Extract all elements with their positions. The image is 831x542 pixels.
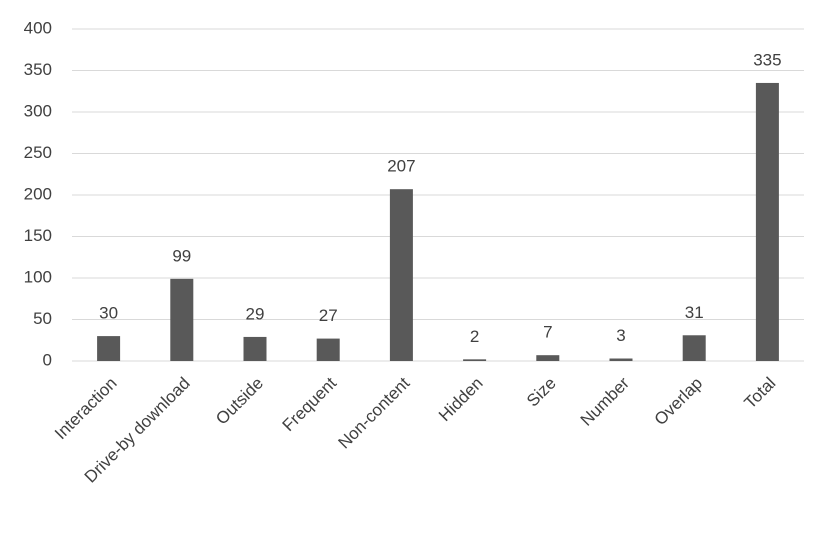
x-tick-label: Interaction: [51, 374, 121, 444]
bar: [97, 336, 121, 361]
y-tick-label: 150: [24, 226, 52, 245]
y-tick-label: 250: [24, 143, 52, 162]
bar: [389, 189, 413, 361]
y-tick-label: 100: [24, 267, 52, 286]
bar: [609, 358, 633, 361]
x-tick-label: Total: [741, 374, 780, 413]
bar: [316, 338, 340, 361]
data-label: 27: [319, 306, 338, 325]
x-tick-label: Frequent: [279, 373, 341, 435]
data-label: 31: [685, 303, 704, 322]
x-tick-label: Overlap: [651, 374, 707, 430]
y-tick-label: 350: [24, 60, 52, 79]
bar: [463, 359, 487, 361]
x-tick-label: Non-content: [334, 373, 413, 452]
bar: [682, 335, 706, 361]
data-label: 2: [470, 327, 479, 346]
bar: [170, 278, 194, 361]
x-tick-label: Size: [523, 374, 560, 411]
y-tick-label: 400: [24, 18, 52, 37]
y-tick-label: 200: [24, 184, 52, 203]
bar: [755, 82, 779, 361]
data-label: 7: [543, 323, 552, 342]
y-tick-label: 50: [33, 309, 52, 328]
x-tick-label: Number: [577, 373, 633, 429]
data-label: 207: [387, 157, 415, 176]
y-tick-label: 0: [43, 350, 52, 369]
data-label: 29: [246, 304, 265, 323]
bar: [243, 336, 267, 361]
data-label: 99: [172, 246, 191, 265]
x-tick-label: Outside: [212, 374, 267, 429]
data-label: 3: [616, 326, 625, 345]
data-label: 335: [753, 50, 781, 69]
y-tick-label: 300: [24, 101, 52, 120]
x-tick-label: Hidden: [435, 374, 487, 426]
bar: [536, 355, 560, 361]
data-label: 30: [99, 304, 118, 323]
